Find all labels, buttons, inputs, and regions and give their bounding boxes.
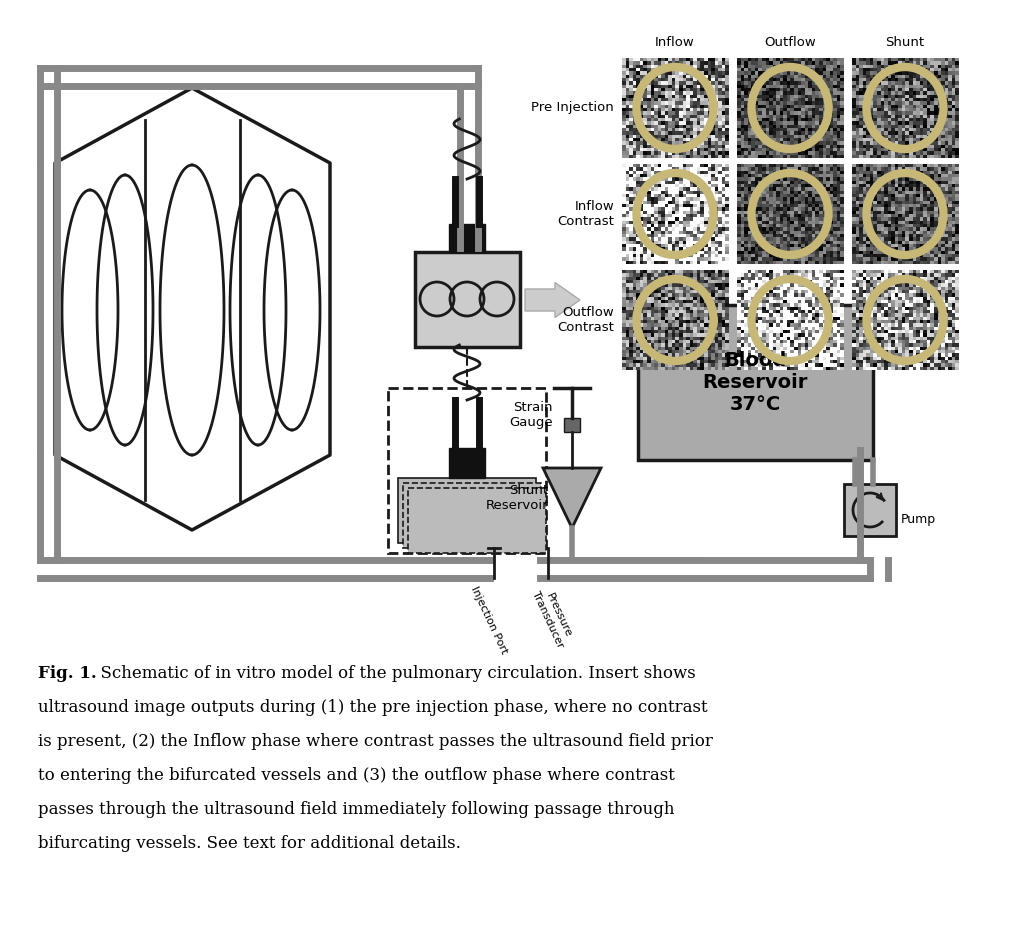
Bar	[449, 224, 485, 252]
Text: to entering the bifurcated vessels and (3) the outflow phase where contrast: to entering the bifurcated vessels and (…	[38, 767, 675, 784]
Text: Shunt: Shunt	[885, 36, 925, 49]
Text: Schematic of in vitro model of the pulmonary circulation. Insert shows: Schematic of in vitro model of the pulmo…	[90, 665, 696, 682]
Text: Inflow: Inflow	[655, 36, 695, 49]
Text: Pressure
Transducer: Pressure Transducer	[530, 585, 576, 650]
Text: Outflow
Contrast: Outflow Contrast	[557, 306, 614, 334]
Bar	[415, 252, 520, 347]
Text: Injection Port: Injection Port	[469, 585, 509, 655]
Text: passes through the ultrasound field immediately following passage through: passes through the ultrasound field imme…	[38, 801, 675, 818]
Bar	[388, 388, 546, 553]
Text: Pump: Pump	[901, 514, 936, 526]
Text: Inflow
Contrast: Inflow Contrast	[557, 200, 614, 228]
Text: is present, (2) the Inflow phase where contrast passes the ultrasound field prio: is present, (2) the Inflow phase where c…	[38, 733, 713, 750]
Bar	[408, 488, 546, 553]
Text: Strain
Gauge: Strain Gauge	[510, 401, 553, 429]
Text: Outflow: Outflow	[764, 36, 816, 49]
Text: Blood
Reservoir
37°C: Blood Reservoir 37°C	[703, 351, 808, 413]
Text: Fig. 1.: Fig. 1.	[38, 665, 97, 682]
Bar	[398, 478, 536, 543]
Bar	[565, 418, 580, 432]
Bar	[449, 448, 485, 478]
Text: Shunt
Reservoir: Shunt Reservoir	[485, 484, 548, 512]
Text: Pre Injection: Pre Injection	[531, 102, 614, 114]
Bar	[638, 305, 873, 460]
Text: ultrasound image outputs during (1) the pre injection phase, where no contrast: ultrasound image outputs during (1) the …	[38, 699, 708, 716]
Bar	[404, 483, 541, 548]
FancyArrow shape	[525, 283, 580, 318]
Text: bifurcating vessels. See text for additional details.: bifurcating vessels. See text for additi…	[38, 835, 461, 852]
Bar	[844, 484, 896, 536]
Polygon shape	[543, 468, 601, 528]
